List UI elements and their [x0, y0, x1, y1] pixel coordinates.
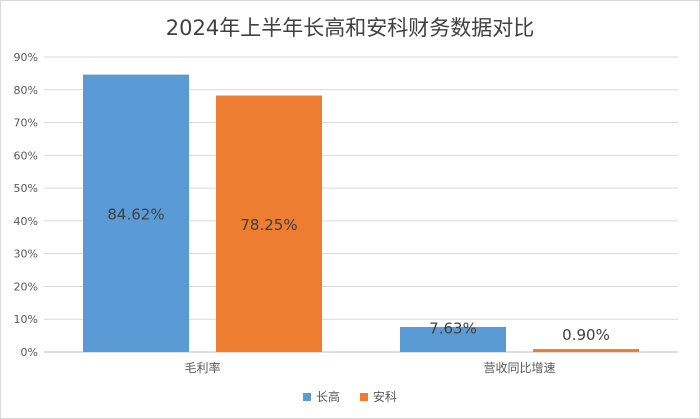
bar-0-1 — [400, 326, 506, 352]
data-label: 78.25% — [240, 216, 297, 234]
x-tick-label: 营收同比增速 — [483, 361, 555, 375]
data-label: 7.63% — [429, 319, 477, 337]
y-tick-label: 30% — [14, 248, 38, 261]
legend: 长高 安科 — [0, 388, 700, 405]
y-tick-label: 40% — [14, 215, 38, 228]
legend-item-anke: 安科 — [360, 388, 397, 405]
legend-swatch-anke — [360, 392, 368, 401]
y-tick-label: 70% — [14, 117, 38, 130]
chart-title: 2024年上半年长高和安科财务数据对比 — [165, 16, 535, 40]
x-tick-label: 毛利率 — [184, 360, 220, 375]
bar-1-1 — [533, 349, 639, 352]
y-tick-label: 20% — [14, 280, 38, 293]
y-tick-label: 0% — [21, 346, 38, 359]
data-label: 0.90% — [562, 326, 610, 344]
y-tick-label: 90% — [14, 51, 38, 64]
bar-1-0 — [216, 95, 322, 352]
legend-label-anke: 安科 — [373, 390, 398, 404]
y-tick-label: 50% — [14, 182, 38, 195]
legend-label-changgao: 长高 — [315, 390, 340, 404]
legend-swatch-changgao — [302, 392, 311, 401]
y-tick-label: 80% — [14, 84, 38, 97]
bar-0-0 — [83, 74, 189, 352]
y-tick-label: 10% — [14, 313, 38, 326]
legend-item-changgao: 长高 — [302, 388, 340, 405]
data-label: 84.62% — [107, 205, 164, 223]
y-tick-label: 60% — [14, 149, 38, 162]
